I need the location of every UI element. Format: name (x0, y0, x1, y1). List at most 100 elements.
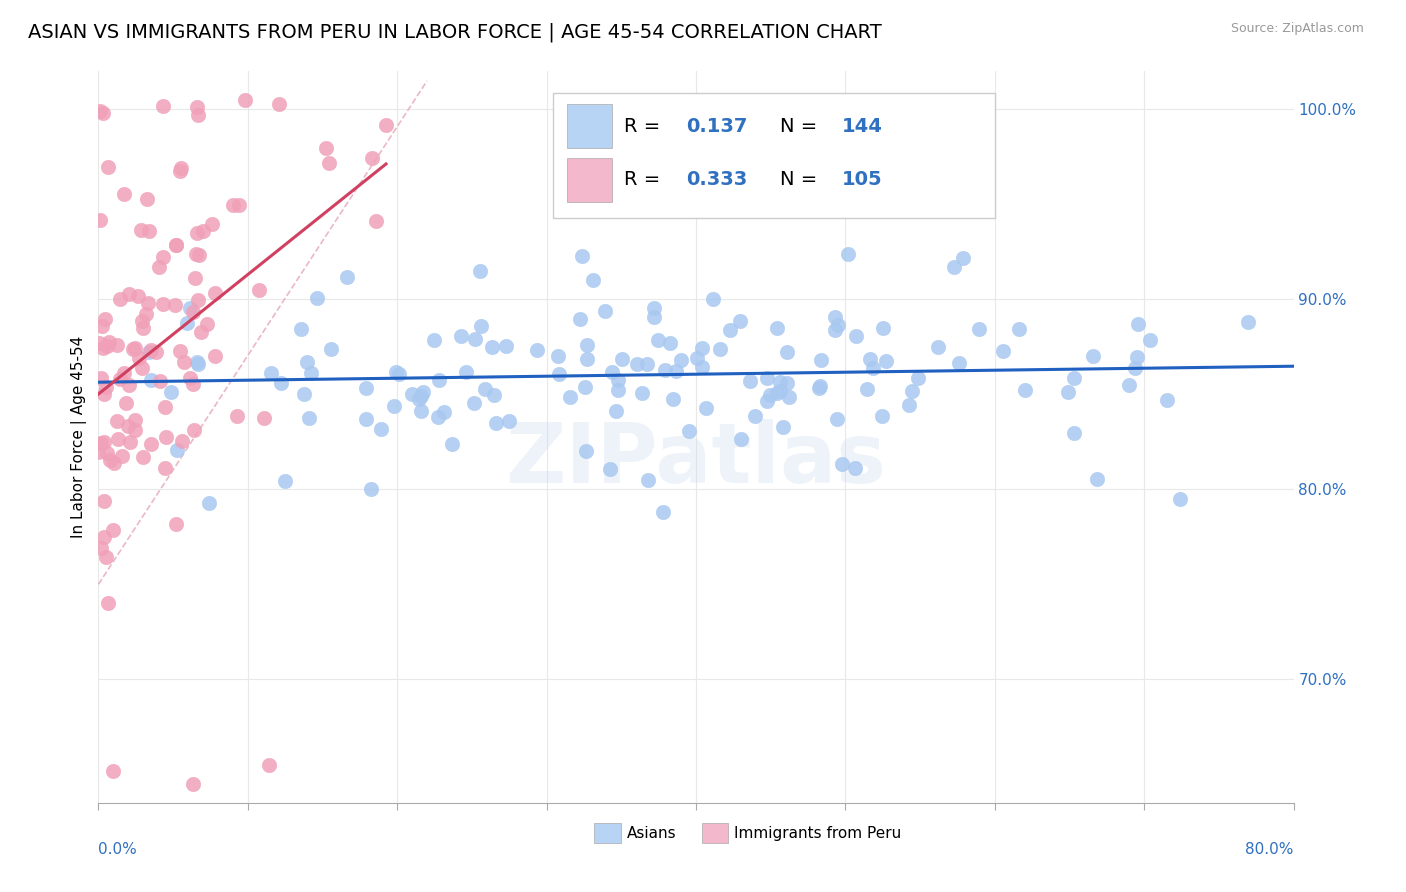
Point (855, 383, 877, 397)
Text: 0.0%: 0.0% (98, 842, 138, 856)
Point (318, 156, 340, 170)
Point (181, 777, 204, 791)
Point (103, 524, 125, 538)
Point (269, 96, 291, 111)
Point (1063, 425, 1085, 440)
Point (658, 336, 681, 351)
Point (482, 388, 505, 402)
Point (1156, 393, 1178, 408)
Point (824, 323, 846, 337)
Point (166, 442, 188, 457)
Point (692, 360, 714, 375)
Point (607, 383, 630, 397)
Point (195, 318, 218, 332)
Point (107, 432, 129, 446)
Point (695, 401, 717, 416)
Point (744, 409, 766, 424)
Point (87, 445, 110, 459)
Text: R =: R = (624, 117, 666, 136)
Point (115, 396, 138, 410)
Point (91, 318, 114, 333)
Point (844, 460, 866, 475)
Point (631, 385, 654, 400)
Point (651, 505, 673, 519)
Point (605, 404, 627, 418)
Point (132, 321, 155, 335)
Point (111, 449, 134, 463)
Point (135, 307, 157, 321)
Point (412, 385, 434, 400)
Point (159, 385, 181, 400)
Point (375, 118, 398, 132)
Point (127, 289, 149, 303)
Point (401, 387, 423, 401)
Point (1081, 349, 1104, 363)
Point (665, 364, 688, 378)
Point (1007, 322, 1029, 336)
Point (495, 338, 517, 352)
Point (131, 314, 153, 328)
Point (165, 237, 187, 252)
Point (103, 456, 125, 470)
Point (139, 373, 162, 387)
Point (441, 437, 464, 451)
Point (775, 344, 797, 359)
Point (426, 410, 449, 425)
Point (808, 379, 831, 393)
Point (97, 160, 120, 174)
Point (388, 368, 411, 382)
Point (901, 384, 924, 399)
Point (872, 320, 894, 334)
Point (149, 374, 172, 388)
Point (91, 341, 114, 355)
Point (90, 541, 112, 555)
Point (470, 319, 492, 334)
Point (1125, 360, 1147, 375)
Point (778, 390, 800, 404)
Point (845, 329, 868, 343)
Point (193, 224, 215, 238)
Point (612, 352, 634, 367)
Point (360, 483, 382, 497)
FancyBboxPatch shape (567, 158, 613, 202)
Point (270, 376, 292, 391)
Point (93, 387, 115, 401)
Point (456, 365, 478, 379)
Point (145, 345, 167, 359)
Point (108, 293, 131, 307)
Point (181, 305, 204, 319)
Point (292, 387, 315, 401)
Point (163, 298, 186, 312)
Point (93, 494, 115, 508)
Point (139, 437, 162, 451)
Point (118, 287, 141, 301)
Point (90, 371, 112, 385)
Point (298, 410, 321, 425)
Point (186, 226, 208, 240)
Point (948, 356, 970, 370)
Point (131, 450, 153, 465)
Point (136, 295, 159, 310)
Point (366, 214, 388, 228)
Point (187, 248, 209, 262)
Point (247, 283, 270, 297)
Point (155, 429, 177, 443)
Point (187, 357, 209, 371)
Point (875, 354, 897, 368)
Point (152, 250, 174, 264)
Point (1118, 378, 1140, 392)
Point (898, 398, 921, 412)
Point (173, 355, 195, 369)
Point (222, 198, 245, 212)
Point (124, 413, 146, 427)
Point (295, 355, 318, 369)
Point (859, 352, 882, 367)
Point (952, 251, 974, 265)
Point (138, 224, 160, 238)
Point (738, 374, 761, 388)
Point (228, 198, 250, 212)
FancyBboxPatch shape (553, 94, 995, 218)
Point (769, 375, 792, 389)
Text: N =: N = (780, 170, 823, 189)
Point (117, 419, 139, 434)
